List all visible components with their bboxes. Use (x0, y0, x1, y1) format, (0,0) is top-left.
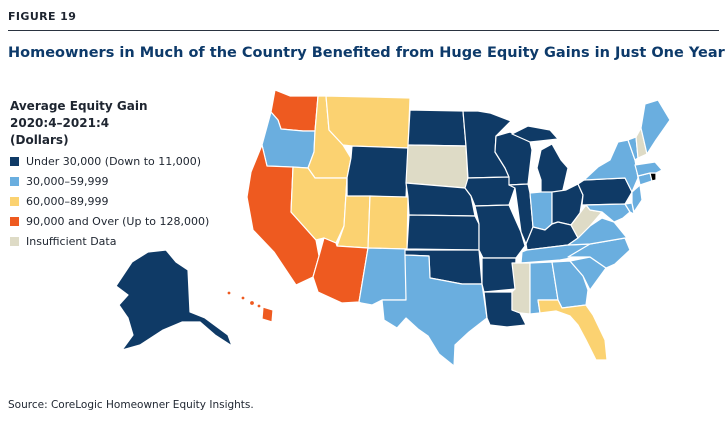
source-note: Source: CoreLogic Homeowner Equity Insig… (8, 399, 254, 411)
header-rule (8, 30, 719, 31)
legend-title: Average Equity Gain 2020:4–2021:4 (Dolla… (10, 98, 170, 149)
state-fl (537, 299, 608, 361)
state-nv (290, 166, 348, 244)
state-mi (536, 143, 569, 197)
legend-title-line2: (Dollars) (10, 133, 69, 147)
legend-label: Insufficient Data (26, 235, 117, 248)
state-az (312, 237, 369, 304)
state-ks (406, 214, 480, 251)
state-mi-up (511, 125, 559, 143)
legend-label: 60,000–89,999 (26, 195, 109, 208)
legend-label: Under 30,000 (Down to 11,000) (26, 155, 202, 168)
state-wy (346, 145, 409, 199)
state-de (624, 202, 635, 215)
legend-swatch (10, 217, 19, 226)
state-in (529, 191, 553, 231)
state-ak (115, 249, 233, 351)
state-ma (634, 161, 663, 177)
state-tx (381, 254, 488, 367)
figure-title: Homeowners in Much of the Country Benefi… (8, 45, 725, 61)
legend-item-under-30000: Under 30,000 (Down to 11,000) (10, 154, 240, 169)
figure-label: FIGURE 19 (8, 10, 77, 23)
state-sd (405, 144, 469, 189)
legend: Average Equity Gain 2020:4–2021:4 (Dolla… (10, 98, 240, 249)
state-co (367, 195, 409, 250)
state-nd (407, 109, 467, 147)
state-nm (358, 247, 408, 306)
legend-item-30000-59999: 30,000–59,999 (10, 174, 240, 189)
legend-swatch (10, 157, 19, 166)
state-hi (226, 290, 274, 323)
legend-label: 90,000 and Over (Up to 128,000) (26, 215, 210, 228)
legend-swatch (10, 197, 19, 206)
legend-swatch (10, 237, 19, 246)
state-mt (325, 95, 411, 149)
state-pa (577, 177, 633, 206)
legend-title-line1: Average Equity Gain 2020:4–2021:4 (10, 99, 148, 130)
state-mo (474, 204, 526, 259)
legend-item-60000-89999: 60,000–89,999 (10, 194, 240, 209)
state-me (640, 99, 671, 155)
legend-item-90000-and-over: 90,000 and Over (Up to 128,000) (10, 214, 240, 229)
legend-item-insufficient-data: Insufficient Data (10, 234, 240, 249)
state-ms (511, 262, 531, 315)
state-nj (631, 184, 643, 213)
legend-label: 30,000–59,999 (26, 175, 109, 188)
state-ar (481, 257, 517, 293)
state-sc (569, 256, 607, 291)
legend-swatch (10, 177, 19, 186)
